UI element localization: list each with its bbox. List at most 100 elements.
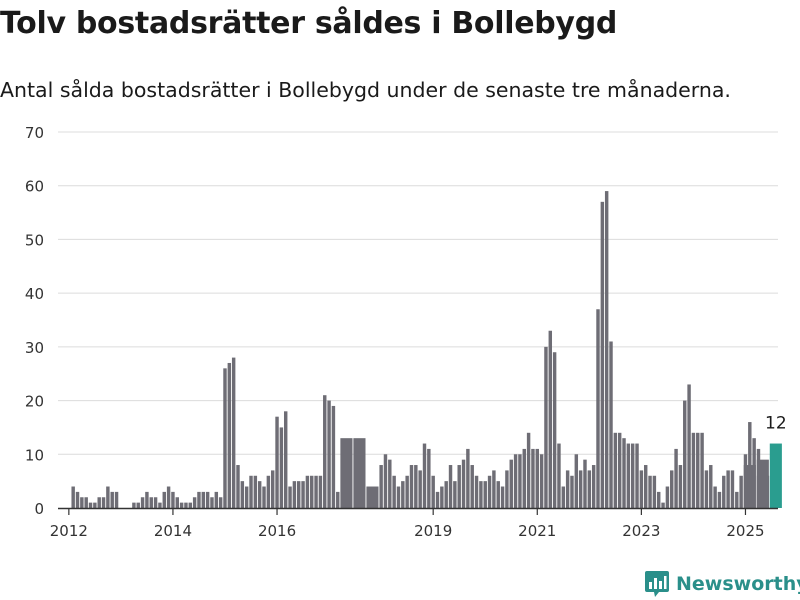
bar: [635, 443, 639, 508]
bar: [336, 491, 340, 508]
bar: [548, 330, 553, 508]
bar: [305, 475, 310, 508]
bar: [270, 470, 275, 508]
bar: [479, 481, 483, 508]
bar: [509, 459, 513, 508]
bar: [84, 497, 88, 508]
bar: [483, 481, 487, 508]
bar: [440, 486, 444, 508]
bar: [240, 481, 245, 508]
bar: [431, 475, 435, 508]
bar: [409, 465, 414, 508]
bar: [674, 448, 678, 508]
bar: [401, 481, 405, 508]
bar: [500, 486, 505, 508]
bar: [279, 427, 284, 508]
bar: [257, 481, 262, 508]
bar: [145, 491, 149, 508]
bar: [262, 486, 266, 508]
bar: [643, 465, 648, 508]
highlight-bar: [769, 443, 782, 508]
bar: [444, 481, 448, 508]
bar: [366, 486, 379, 508]
bar: [735, 491, 739, 508]
bar: [596, 309, 600, 508]
bar: [218, 497, 223, 508]
bar: [214, 491, 219, 508]
bar: [383, 454, 388, 508]
bar: [184, 502, 188, 508]
bar: [505, 470, 509, 508]
bar: [435, 491, 440, 508]
bar: [700, 432, 704, 508]
chart-title: Tolv bostadsrätter såldes i Bollebygd: [0, 6, 618, 41]
bar: [622, 438, 626, 508]
bar: [704, 470, 709, 508]
bar: [461, 459, 466, 508]
bar: [327, 400, 331, 508]
bar: [539, 454, 544, 508]
bar: [158, 502, 162, 508]
highlight-data-label: 12: [765, 414, 787, 434]
bar: [205, 491, 210, 508]
bar: [470, 465, 474, 508]
y-tick-label: 40: [25, 285, 44, 303]
bar: [132, 502, 136, 508]
bar: [587, 470, 592, 508]
bar: [80, 497, 84, 508]
bar: [75, 491, 80, 508]
bar: [531, 448, 535, 508]
bar: [283, 411, 288, 508]
y-tick-label: 60: [25, 178, 44, 196]
bar: [756, 459, 769, 508]
x-tick-label: 2014: [154, 522, 192, 540]
bar: [513, 454, 518, 508]
bar: [149, 497, 153, 508]
bar: [414, 465, 418, 508]
bar: [544, 346, 548, 508]
bar: [227, 362, 232, 508]
bar: [565, 470, 570, 508]
bar: [422, 443, 427, 508]
bar: [730, 470, 735, 508]
bar: [175, 497, 179, 508]
bar: [670, 470, 674, 508]
bar: [171, 491, 175, 508]
bar: [487, 475, 492, 508]
bar: [318, 475, 323, 508]
bar: [297, 481, 301, 508]
bar: [166, 486, 171, 508]
bar: [88, 502, 93, 508]
bar: [101, 497, 106, 508]
bar: [574, 454, 579, 508]
bar: [448, 465, 453, 508]
bar: [535, 448, 539, 508]
bar: [236, 465, 240, 508]
bar: [600, 201, 605, 509]
bar: [379, 465, 383, 508]
bar: [474, 475, 479, 508]
bar: [492, 470, 496, 508]
bar: [561, 486, 566, 508]
bar: [114, 491, 119, 508]
bar: [687, 384, 691, 508]
bar: [617, 432, 622, 508]
bar: [457, 465, 461, 508]
bar: [526, 432, 531, 508]
bar: [405, 475, 409, 508]
x-tick-label: 2012: [50, 522, 88, 540]
bar: [591, 465, 596, 508]
bar: [522, 448, 526, 508]
bar: [288, 486, 292, 508]
y-tick-label: 20: [25, 393, 44, 411]
bar: [691, 432, 696, 508]
bar: [201, 491, 206, 508]
bar: [578, 470, 583, 508]
y-tick-label: 10: [25, 446, 44, 464]
bar: [613, 432, 618, 508]
x-tick-label: 2019: [414, 522, 452, 540]
bar: [418, 470, 422, 508]
bar: [275, 416, 279, 508]
bar: [657, 491, 661, 508]
bar: [331, 405, 336, 508]
